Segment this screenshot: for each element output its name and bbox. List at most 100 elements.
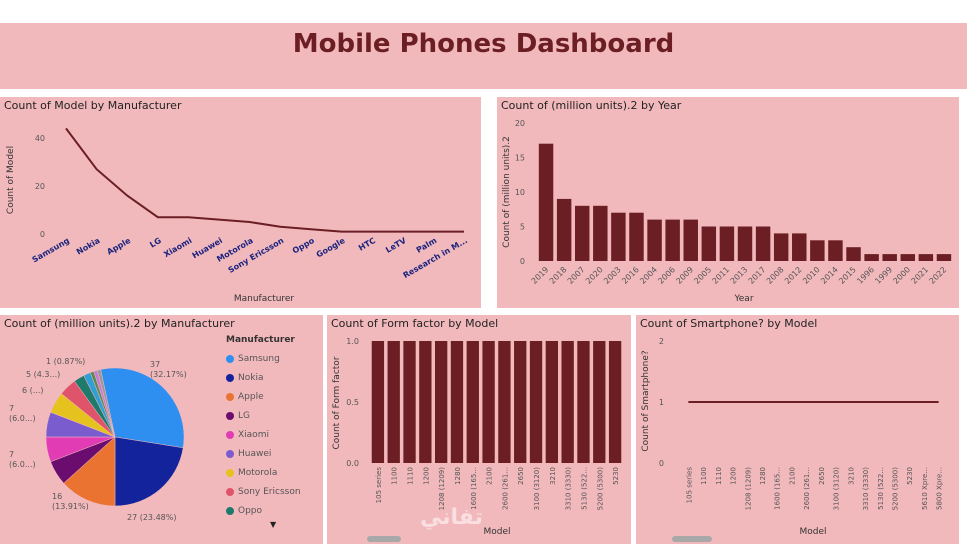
y-axis-label: Count of (million units).2 (502, 136, 512, 248)
x-tick-label: LeTV (384, 236, 408, 255)
x-tick-label: 1100 (391, 467, 399, 485)
bar (773, 233, 789, 261)
bar (387, 341, 400, 463)
x-tick-label: 2018 (548, 265, 569, 286)
y-tick-label: 1 (659, 398, 664, 407)
smartphone-by-model-visual[interactable]: Count of Smartphone? by Model 0 1 2 105 ser… (636, 315, 959, 544)
visual-title: Count of Form factor by Model (331, 317, 499, 330)
x-tick-label: 2007 (566, 265, 587, 286)
x-tick-label: 1110 (407, 467, 415, 485)
legend-label: Huawei (238, 448, 272, 459)
x-tick-label: 2650 (517, 467, 525, 485)
bar (665, 219, 680, 261)
bar (529, 341, 543, 463)
x-tick-label: 1600 (165... (470, 467, 478, 510)
y-tick-label: 0.5 (346, 398, 359, 407)
bar (434, 341, 448, 463)
x-tick-label: 5230 (612, 467, 620, 485)
units-by-year-chart: 0 5 10 15 20 20192018200720202003201620042006… (502, 119, 952, 304)
x-tick-label: 3100 (3120) (833, 467, 841, 511)
y-tick-label: 0 (40, 230, 45, 239)
legend-item[interactable]: Huawei (226, 444, 301, 463)
horizontal-scrollbar[interactable] (672, 536, 712, 542)
x-tick-label: 2022 (928, 265, 949, 286)
bar (403, 341, 416, 463)
legend-item[interactable]: Motorola (226, 463, 301, 482)
x-tick-label: 1110 (715, 467, 723, 485)
units-by-manufacturer-visual[interactable]: Count of (million units).2 by Manufactur… (0, 315, 323, 544)
x-tick-label: 3100 (3120) (533, 467, 541, 511)
x-tick-label: 2011 (711, 265, 732, 286)
bar (593, 341, 606, 463)
bar (647, 219, 662, 261)
legend-item[interactable]: Sony Ericsson (226, 482, 301, 501)
x-tick-label: 2006 (656, 265, 677, 286)
x-tick-label: Apple (105, 236, 132, 257)
bar (828, 240, 843, 261)
legend-marker (226, 373, 234, 382)
units-by-year-visual[interactable]: Count of (million units).2 by Year 0 5 10 1… (497, 97, 959, 308)
model-by-manufacturer-visual[interactable]: Count of Model by Manufacturer 0 20 40 Sams… (0, 97, 481, 308)
units-by-manufacturer-pie: 37 (32.17%) 27 (23.48%) 16 (13.91%) 7 (6.0...)… (9, 357, 187, 522)
x-tick-label: 5610 Xpre... (921, 467, 929, 510)
x-tick-label: LG (148, 236, 163, 250)
y-tick-label: 2 (659, 337, 664, 346)
legend-item[interactable]: Nokia (226, 368, 301, 387)
bar (545, 341, 559, 463)
pie-slice (114, 436, 184, 507)
x-tick-label: 3310 (3330) (565, 467, 573, 511)
visual-title: Count of (million units).2 by Manufactur… (4, 317, 235, 330)
x-tick-label: 2100 (788, 467, 796, 485)
x-tick-label: 1200 (422, 467, 430, 485)
x-tick-label: HTC (357, 236, 377, 253)
x-tick-label: 2004 (638, 265, 659, 286)
x-tick-label: 2016 (620, 265, 641, 286)
x-tick-label: 2600 (261... (803, 467, 811, 510)
bar (593, 205, 608, 261)
y-tick-label: 0.0 (346, 459, 359, 468)
watermark: تفاني (420, 505, 483, 530)
legend-marker (226, 506, 234, 515)
legend-label: Motorola (238, 467, 278, 478)
data-label: 6 (...) (22, 386, 44, 395)
x-tick-label: 5230 (906, 467, 914, 485)
y-axis-label: Count of Form factor (332, 356, 342, 449)
x-axis-label: Manufacturer (234, 294, 295, 304)
legend-item[interactable]: LG (226, 406, 301, 425)
x-tick-label: 1999 (873, 265, 894, 286)
legend-label: Nokia (238, 372, 264, 383)
legend-title: Manufacturer (226, 335, 295, 345)
x-tick-label: 2019 (530, 265, 551, 286)
bar (936, 254, 952, 261)
x-tick-label: 3210 (549, 467, 557, 485)
x-tick-label: 105 series (685, 467, 693, 504)
bar (629, 212, 644, 261)
visual-title: Count of (million units).2 by Year (501, 99, 682, 112)
legend-label: Samsung (238, 353, 280, 364)
y-axis-label: Count of Smartphone? (641, 350, 651, 452)
form-factor-by-model-visual[interactable]: Count of Form factor by Model 0.0 0.5 1.0 1… (327, 315, 631, 544)
x-tick-label: Sony Ericsson (227, 236, 286, 275)
x-tick-label: Oppo (291, 236, 317, 256)
bar (608, 341, 622, 463)
x-tick-label: 2013 (729, 265, 750, 286)
bar (701, 226, 717, 261)
bar (466, 341, 479, 463)
bar (574, 205, 590, 261)
y-tick-label: 0 (520, 257, 525, 266)
legend-item[interactable]: Samsung (226, 349, 301, 368)
visual-title: Count of Smartphone? by Model (640, 317, 818, 330)
y-tick-label: 1.0 (346, 337, 359, 346)
legend-item[interactable]: Oppo (226, 501, 301, 520)
legend-item[interactable]: Apple (226, 387, 301, 406)
legend-item[interactable]: Xiaomi (226, 425, 301, 444)
data-label: 16 (13.91%) (52, 492, 89, 511)
legend-scroll-down-icon[interactable]: ▼ (270, 520, 277, 529)
horizontal-scrollbar[interactable] (367, 536, 401, 542)
x-tick-label: 2012 (783, 265, 804, 286)
bar (371, 341, 385, 463)
y-tick-label: 20 (35, 182, 45, 191)
x-tick-label: 5800 Xpre... (936, 467, 944, 510)
visual-title: Count of Model by Manufacturer (4, 99, 182, 112)
bar (482, 341, 495, 463)
